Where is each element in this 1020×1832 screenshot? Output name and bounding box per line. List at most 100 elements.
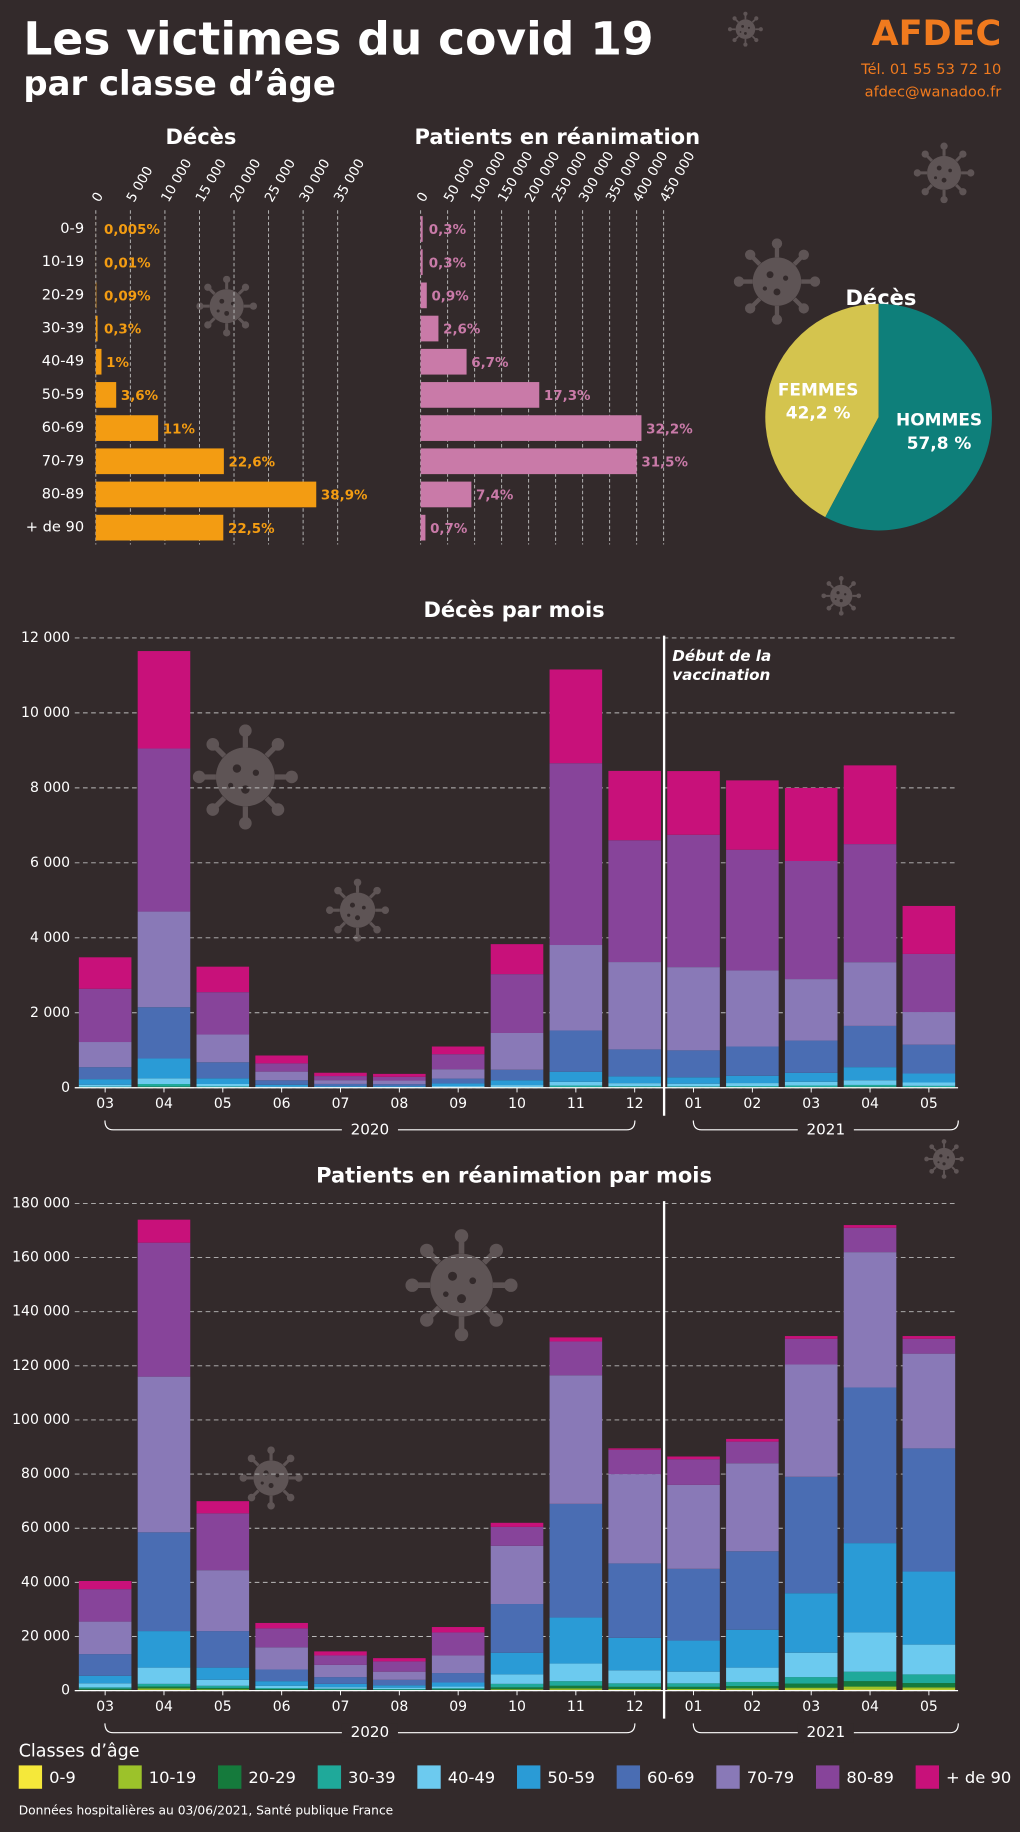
year-label: 2021 [806,1120,845,1138]
bar-segment [314,1687,367,1689]
bar-segment [902,1674,956,1684]
x-tick-label: 05 [214,1096,232,1112]
bar-segment [137,1532,191,1632]
bar-segment [431,1069,485,1079]
slice-value: 42,2 % [786,403,851,423]
bar-segment [137,1084,191,1087]
bar-segment [255,1086,308,1088]
value-label: 11% [163,422,196,437]
value-label: 0,3% [429,256,467,271]
bar-segment [549,1617,603,1664]
bar-segment [843,1084,897,1087]
bar [95,481,317,508]
bar-segment [196,1687,250,1690]
bar-segment [255,1669,308,1682]
x-tick-label: 0 [415,190,432,205]
year-label: 2021 [806,1723,845,1741]
x-tick-label: 10 [508,1096,526,1112]
bar-segment [373,1073,426,1077]
x-tick-label: 03 [96,1096,114,1112]
bar-segment [196,1689,250,1691]
y-tick-label: 120 000 [12,1358,70,1374]
bar-segment [549,669,603,764]
bar-segment [726,1083,779,1087]
bar-segment [314,1651,367,1656]
value-label: 0,3% [429,223,467,238]
bar-segment [902,953,956,1013]
bar-segment [784,787,838,862]
x-tick-label: 10 000 [159,157,195,205]
bar-segment [431,1673,485,1683]
legend-label: 50-59 [547,1768,595,1787]
legend-swatch [317,1765,342,1789]
bar [420,348,467,375]
bar-segment [902,1012,956,1045]
bar [420,216,423,242]
bar-segment [549,945,603,1031]
value-label: 17,3% [544,389,591,404]
bar-segment [431,1054,485,1070]
y-tick-label: 0 [61,1683,70,1699]
bar-segment [902,1338,956,1354]
bar-segment [255,1084,308,1087]
x-tick-label: 04 [155,1699,173,1715]
legend-swatch [815,1765,840,1789]
bar-segment [490,1674,544,1684]
bar-segment [255,1647,308,1670]
bar [420,514,426,541]
bar-segment [137,651,191,749]
year-label-bg [341,1723,398,1743]
bar-segment [784,1476,838,1594]
x-tick-label: 07 [332,1096,350,1112]
bar-segment [137,1631,191,1668]
x-tick-label: 11 [567,1699,585,1715]
bar-segment [490,974,544,1033]
bar-segment [726,780,779,850]
y-tick-label: 160 000 [12,1250,70,1266]
bar-segment [726,1551,779,1630]
slice-label: HOMMES [896,410,982,430]
bar-segment [843,1689,897,1691]
bar-segment [784,1364,838,1477]
bar-segment [78,1067,132,1080]
bar-segment [314,1072,367,1077]
value-label: 0,3% [104,323,142,338]
annotation: vaccination [672,666,770,684]
bar-segment [431,1627,485,1633]
x-tick-label: 07 [332,1699,350,1715]
legend-swatch [517,1765,541,1789]
bar-segment [78,1688,132,1690]
bar [95,415,159,441]
bar-segment [784,1652,838,1678]
x-tick-label: 05 [920,1096,938,1112]
legend-swatch [417,1765,441,1789]
bar-segment [490,1687,544,1690]
bar-segment [137,1007,191,1059]
x-tick-label: 04 [861,1096,879,1112]
x-tick-label: 5 000 [124,164,156,205]
bar-segment [137,1686,191,1689]
bar-segment [843,765,897,845]
bar-segment [490,1652,544,1675]
bar-segment [667,1459,720,1485]
bar-segment [490,1683,544,1688]
bar-segment [314,1076,367,1081]
x-tick-label: 25 000 [263,157,299,205]
bar-segment [255,1689,308,1690]
virus-icon [405,1229,517,1341]
bar-segment [431,1083,485,1087]
pie-slice [825,303,992,531]
bar-segment [196,966,250,993]
bar-segment [78,1042,132,1068]
bar-segment [431,1688,485,1690]
bar-segment [902,905,956,954]
bar-segment [667,1050,720,1078]
value-label: 22,5% [228,522,275,537]
bar-segment [314,1683,367,1688]
bar-segment [490,1032,544,1070]
bar-segment [843,1543,897,1633]
bar-segment [667,1671,720,1684]
bar-segment [373,1687,426,1690]
virus-icon [734,238,820,324]
